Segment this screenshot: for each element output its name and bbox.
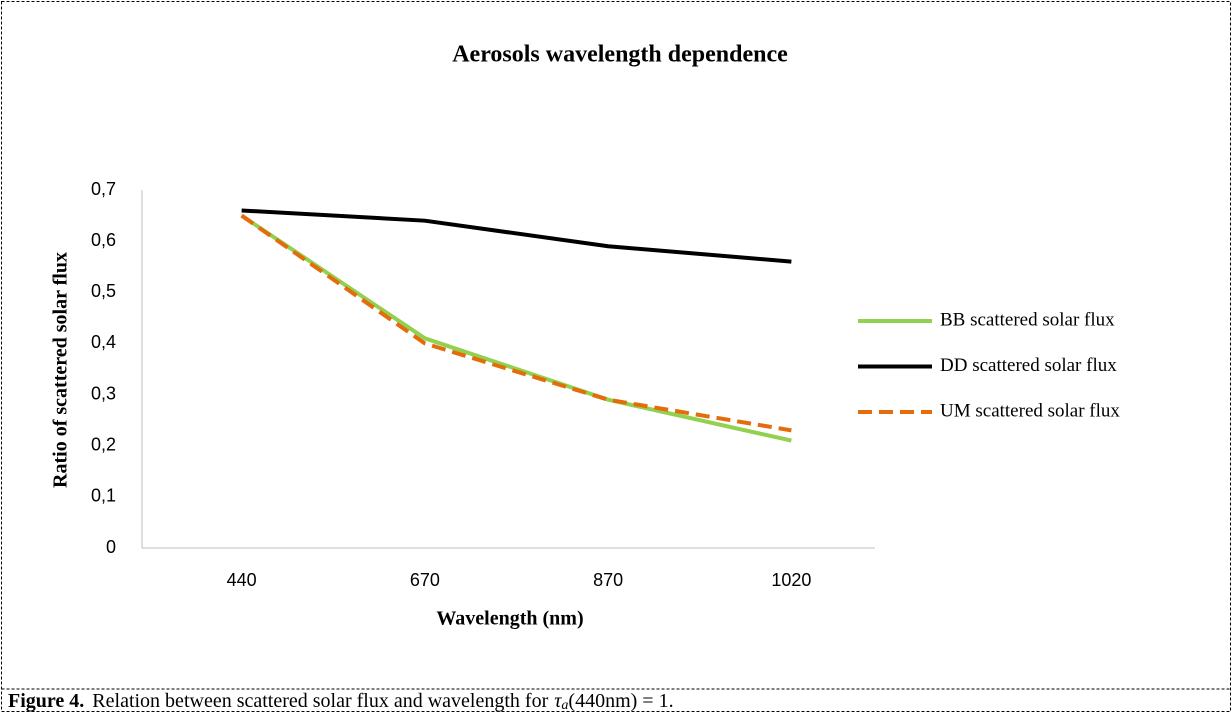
series-line [241,208,792,264]
y-tick-label: 0,7 [91,179,116,199]
caption-symbol: τ [554,690,562,712]
caption-subscript: a [561,698,568,713]
chart-title: Aerosols wavelength dependence [452,42,788,68]
x-tick-label: 440 [227,570,257,590]
y-tick-label: 0,3 [91,383,116,403]
y-tick-label: 0,1 [91,486,116,506]
y-tick-label: 0,5 [91,281,116,301]
caption-label: Figure 4. [8,690,84,712]
legend-label: BB scattered solar flux [940,309,1115,330]
x-axis-title: Wavelength (nm) [436,608,583,630]
caption-text: Relation between scattered solar flux an… [92,690,548,712]
y-axis-title: Ratio of scattered solar flux [50,252,72,488]
x-tick-label: 870 [593,570,623,590]
legend-label: UM scattered solar flux [940,400,1120,421]
series-line [240,213,792,443]
series-line [240,213,792,433]
y-tick-label: 0,2 [91,434,116,454]
y-tick-label: 0 [106,537,116,557]
x-tick-label: 670 [410,570,440,590]
legend-label: DD scattered solar flux [940,355,1117,376]
x-tick-label: 1020 [771,570,811,590]
y-tick-label: 0,6 [91,230,116,250]
caption: Figure 4. Relation between scattered sola… [8,690,674,713]
y-tick-label: 0,4 [91,332,116,352]
caption-rest: (440nm) = 1. [568,690,673,712]
